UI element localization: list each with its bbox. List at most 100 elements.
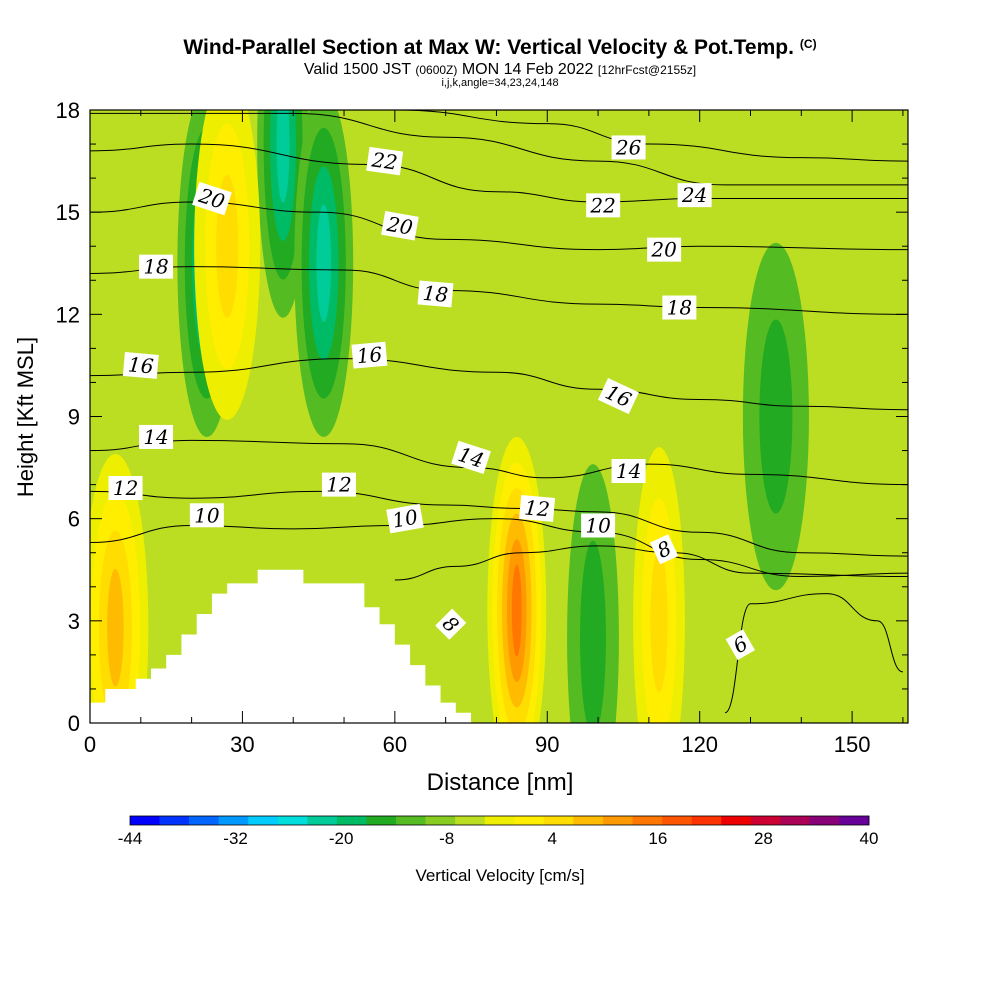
- isentrope-line: [90, 112, 908, 186]
- contour-label-bg: [139, 254, 174, 279]
- y-tick-label: 18: [56, 98, 80, 123]
- contour-label-bg: [725, 629, 755, 661]
- contour-label-text: 22: [369, 147, 399, 174]
- colorbar-swatch: [721, 816, 752, 825]
- contour-label-bg: [381, 211, 419, 241]
- colorbar-swatch: [218, 816, 249, 825]
- velocity-cell: [580, 540, 606, 723]
- grid-indices: i,j,k,angle=34,23,24,148: [441, 77, 559, 89]
- contour-label-text: 12: [326, 473, 351, 497]
- velocity-cell: [511, 564, 522, 657]
- colorbar-swatch: [662, 816, 692, 825]
- colorbar-swatch: [248, 816, 279, 825]
- contour-label: 10: [386, 503, 424, 534]
- x-axis-label: Distance [nm]: [427, 769, 574, 796]
- x-tick-label: 30: [230, 732, 254, 757]
- chart-subtitle: Valid 1500 JST (0600Z) MON 14 Feb 2022 […: [0, 61, 1000, 79]
- velocity-cell: [107, 568, 124, 687]
- contour-label-text: 18: [422, 281, 449, 307]
- contour-label: 18: [417, 280, 454, 308]
- contour-label: 10: [581, 513, 616, 538]
- colorbar-tick-label: -44: [118, 829, 143, 848]
- contour-label-bg: [581, 513, 616, 538]
- contour-label: 16: [122, 351, 159, 379]
- axes: 0 30 60 90 120 150 0 3 6 9 12 15 18: [56, 98, 908, 757]
- valid-zulu: (0600Z): [415, 63, 458, 77]
- contour-label-bg: [597, 378, 639, 415]
- contour-label: 12: [108, 476, 143, 501]
- velocity-cell: [650, 549, 668, 693]
- contour-label-text: 10: [585, 513, 611, 537]
- contour-label: 10: [189, 503, 224, 528]
- forecast-info: [12hrFcst@2155z]: [597, 63, 697, 77]
- isentrope-line: [394, 545, 908, 581]
- contour-label-text: 22: [589, 193, 615, 217]
- contour-label-bg: [192, 181, 232, 216]
- contour-label-text: 18: [143, 255, 168, 279]
- colorbar-tick-label: 40: [860, 829, 879, 848]
- contour-label: 22: [586, 193, 621, 218]
- y-tick-label: 12: [56, 302, 80, 327]
- colorbar-swatch: [839, 816, 870, 825]
- contour-label: 18: [662, 295, 697, 320]
- isentrope-line: [394, 110, 908, 162]
- contour-label-text: 10: [194, 503, 220, 527]
- contour-label: 26: [611, 135, 646, 160]
- colorbar-swatch: [780, 816, 811, 825]
- copyright-mark: (C): [799, 37, 817, 51]
- contour-label-bg: [417, 280, 454, 308]
- velocity-cell: [316, 204, 332, 322]
- contour-label-bg: [351, 341, 388, 369]
- colorbar-tick-label: -20: [329, 829, 354, 848]
- colorbar-tick-label: 16: [648, 829, 667, 848]
- contour-label-text: 20: [384, 212, 414, 240]
- velocity-cell: [276, 110, 290, 203]
- colorbar-swatch: [602, 816, 633, 825]
- colorbar-tick-label: -8: [439, 829, 454, 848]
- contour-label: 18: [139, 254, 174, 279]
- isentrope-line: [90, 358, 908, 411]
- contour-label-bg: [189, 503, 224, 528]
- contour-label-text: 12: [523, 495, 550, 521]
- contour-label-text: 24: [681, 183, 707, 207]
- contour-label-bg: [366, 146, 404, 176]
- colorbar-swatch: [484, 816, 515, 825]
- isentrope-line: [90, 143, 908, 203]
- contour-label: 20: [381, 211, 419, 241]
- colorbar-frame: [129, 815, 870, 826]
- contour-label-bg: [139, 424, 174, 449]
- colorbar-swatch: [750, 816, 781, 825]
- contour-label-text: 12: [113, 476, 138, 500]
- contour-label: 22: [366, 146, 404, 176]
- colorbar-tick-label: 4: [548, 829, 557, 848]
- contour-label-bg: [122, 351, 159, 379]
- contour-label: 20: [647, 237, 682, 262]
- contour-label-bg: [647, 237, 682, 262]
- colorbar-tick-label: -32: [223, 829, 248, 848]
- colorbar-swatch: [159, 816, 190, 825]
- contour-label: 8: [649, 534, 679, 565]
- x-tick-label: 60: [383, 732, 407, 757]
- y-tick-label: 0: [68, 711, 80, 736]
- contour-label: 24: [677, 183, 712, 208]
- contour-label-text: 14: [143, 425, 168, 449]
- valid-date: MON 14 Feb 2022: [461, 61, 594, 78]
- velocity-cell: [759, 319, 793, 514]
- colorbar-label: Vertical Velocity [cm/s]: [415, 866, 584, 885]
- colorbar-tick-label: 28: [754, 829, 773, 848]
- isentrope-line: [90, 439, 908, 486]
- contour-label-text: 10: [390, 505, 420, 533]
- contour-label: 16: [351, 341, 388, 369]
- contour-label: 6: [725, 629, 755, 661]
- x-tick-label: 150: [834, 732, 871, 757]
- y-tick-label: 15: [56, 200, 80, 225]
- x-tick-label: 90: [535, 732, 559, 757]
- colorbar-swatch: [130, 816, 160, 825]
- terrain: [90, 569, 472, 723]
- colorbar-swatch: [455, 816, 486, 825]
- contour-label-bg: [386, 503, 424, 534]
- contour-label-text: 16: [127, 352, 155, 378]
- contour-label: 14: [451, 440, 491, 475]
